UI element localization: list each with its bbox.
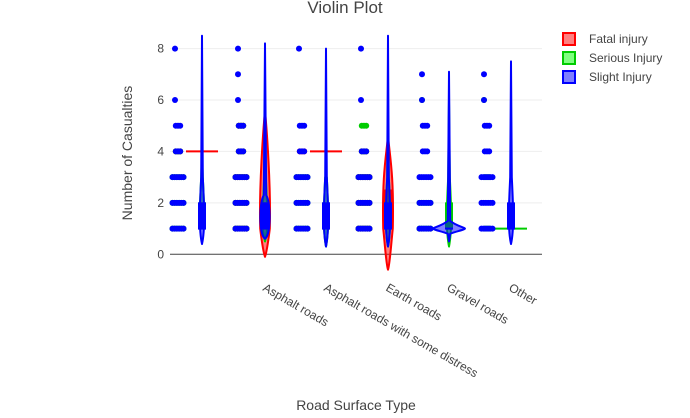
- violin-slight-injury-blank: [198, 34, 206, 245]
- point-slight-injury-other: [481, 97, 487, 103]
- violin-slight-injury-gravel-roads: [432, 70, 466, 243]
- point-slight-injury-asphalt-roads: [235, 97, 241, 103]
- y-axis-title: Number of Casualties: [119, 86, 135, 221]
- point-slight-injury-earth-roads: [363, 148, 370, 155]
- point-slight-injury-other: [486, 148, 493, 155]
- legend-label: Fatal injury: [589, 32, 648, 46]
- box-slight-injury-blank: [198, 202, 206, 230]
- plot-area: [169, 34, 527, 271]
- point-slight-injury-gravel-roads: [427, 199, 434, 206]
- point-slight-injury-other: [486, 122, 493, 129]
- violin-slight-injury-asphalt-roads-with-some-distress: [322, 47, 330, 248]
- point-slight-injury-earth-roads: [366, 225, 373, 232]
- box-slight-injury-other: [507, 202, 515, 230]
- legend-label: Serious Injury: [589, 51, 662, 65]
- chart-title: Violin Plot: [307, 0, 383, 17]
- point-slight-injury-gravel-roads: [419, 71, 425, 78]
- point-slight-injury-blank: [180, 199, 187, 206]
- point-slight-injury-asphalt-roads: [235, 71, 241, 78]
- point-slight-injury-asphalt-roads: [243, 225, 250, 232]
- box-slight-injury-asphalt-roads: [261, 202, 269, 230]
- point-slight-injury-earth-roads: [366, 199, 373, 206]
- y-tick-label: 6: [157, 93, 164, 107]
- point-serious-injury-earth-roads: [363, 122, 370, 129]
- point-slight-injury-gravel-roads: [424, 122, 431, 129]
- point-slight-injury-blank: [172, 45, 178, 52]
- point-slight-injury-asphalt-roads-with-some-distress: [301, 148, 308, 155]
- x-tick-label: Gravel roads: [445, 280, 511, 326]
- legend-swatch: [562, 51, 576, 65]
- point-slight-injury-blank: [180, 174, 187, 181]
- point-slight-injury-asphalt-roads-with-some-distress: [304, 174, 311, 181]
- point-slight-injury-blank: [177, 122, 184, 129]
- point-slight-injury-asphalt-roads-with-some-distress: [304, 199, 311, 206]
- point-slight-injury-asphalt-roads: [240, 148, 247, 155]
- y-axis-ticks: 0 2 4 6 8: [157, 42, 164, 262]
- legend-swatch: [562, 32, 576, 46]
- point-slight-injury-earth-roads: [358, 45, 364, 52]
- point-slight-injury-other: [481, 71, 487, 78]
- point-slight-injury-gravel-roads: [427, 174, 434, 181]
- point-slight-injury-gravel-roads: [424, 148, 431, 155]
- point-slight-injury-blank: [180, 225, 187, 232]
- violin-slight-injury-earth-roads: [384, 34, 392, 248]
- y-tick-label: 0: [157, 247, 164, 261]
- point-slight-injury-earth-roads: [358, 97, 364, 103]
- violin-slight-injury-other: [507, 60, 515, 245]
- x-axis-title: Road Surface Type: [296, 397, 416, 413]
- point-slight-injury-other: [489, 225, 496, 232]
- y-tick-label: 2: [157, 196, 164, 210]
- point-slight-injury-asphalt-roads: [243, 199, 250, 206]
- point-slight-injury-other: [489, 174, 496, 181]
- legend[interactable]: Fatal injury Serious Injury Slight Injury: [562, 32, 662, 84]
- x-tick-label: Asphalt roads: [261, 280, 332, 329]
- point-slight-injury-earth-roads: [366, 174, 373, 181]
- point-slight-injury-asphalt-roads-with-some-distress: [296, 45, 302, 52]
- point-slight-injury-blank: [172, 97, 178, 103]
- point-slight-injury-gravel-roads: [427, 225, 434, 232]
- point-slight-injury-asphalt-roads: [240, 122, 247, 129]
- point-slight-injury-asphalt-roads: [235, 45, 241, 52]
- box-slight-injury-earth-roads: [384, 202, 392, 230]
- point-slight-injury-blank: [177, 148, 184, 155]
- point-slight-injury-asphalt-roads-with-some-distress: [301, 122, 308, 129]
- y-tick-label: 8: [157, 42, 164, 56]
- y-tick-label: 4: [157, 144, 164, 158]
- box-slight-injury-asphalt-roads-with-some-distress: [322, 202, 330, 230]
- point-slight-injury-other: [489, 199, 496, 206]
- point-slight-injury-asphalt-roads-with-some-distress: [304, 225, 311, 232]
- legend-label: Slight Injury: [589, 70, 652, 84]
- x-tick-label: Other: [507, 280, 540, 307]
- point-slight-injury-gravel-roads: [419, 97, 425, 103]
- point-slight-injury-asphalt-roads: [243, 174, 250, 181]
- legend-swatch: [562, 70, 576, 84]
